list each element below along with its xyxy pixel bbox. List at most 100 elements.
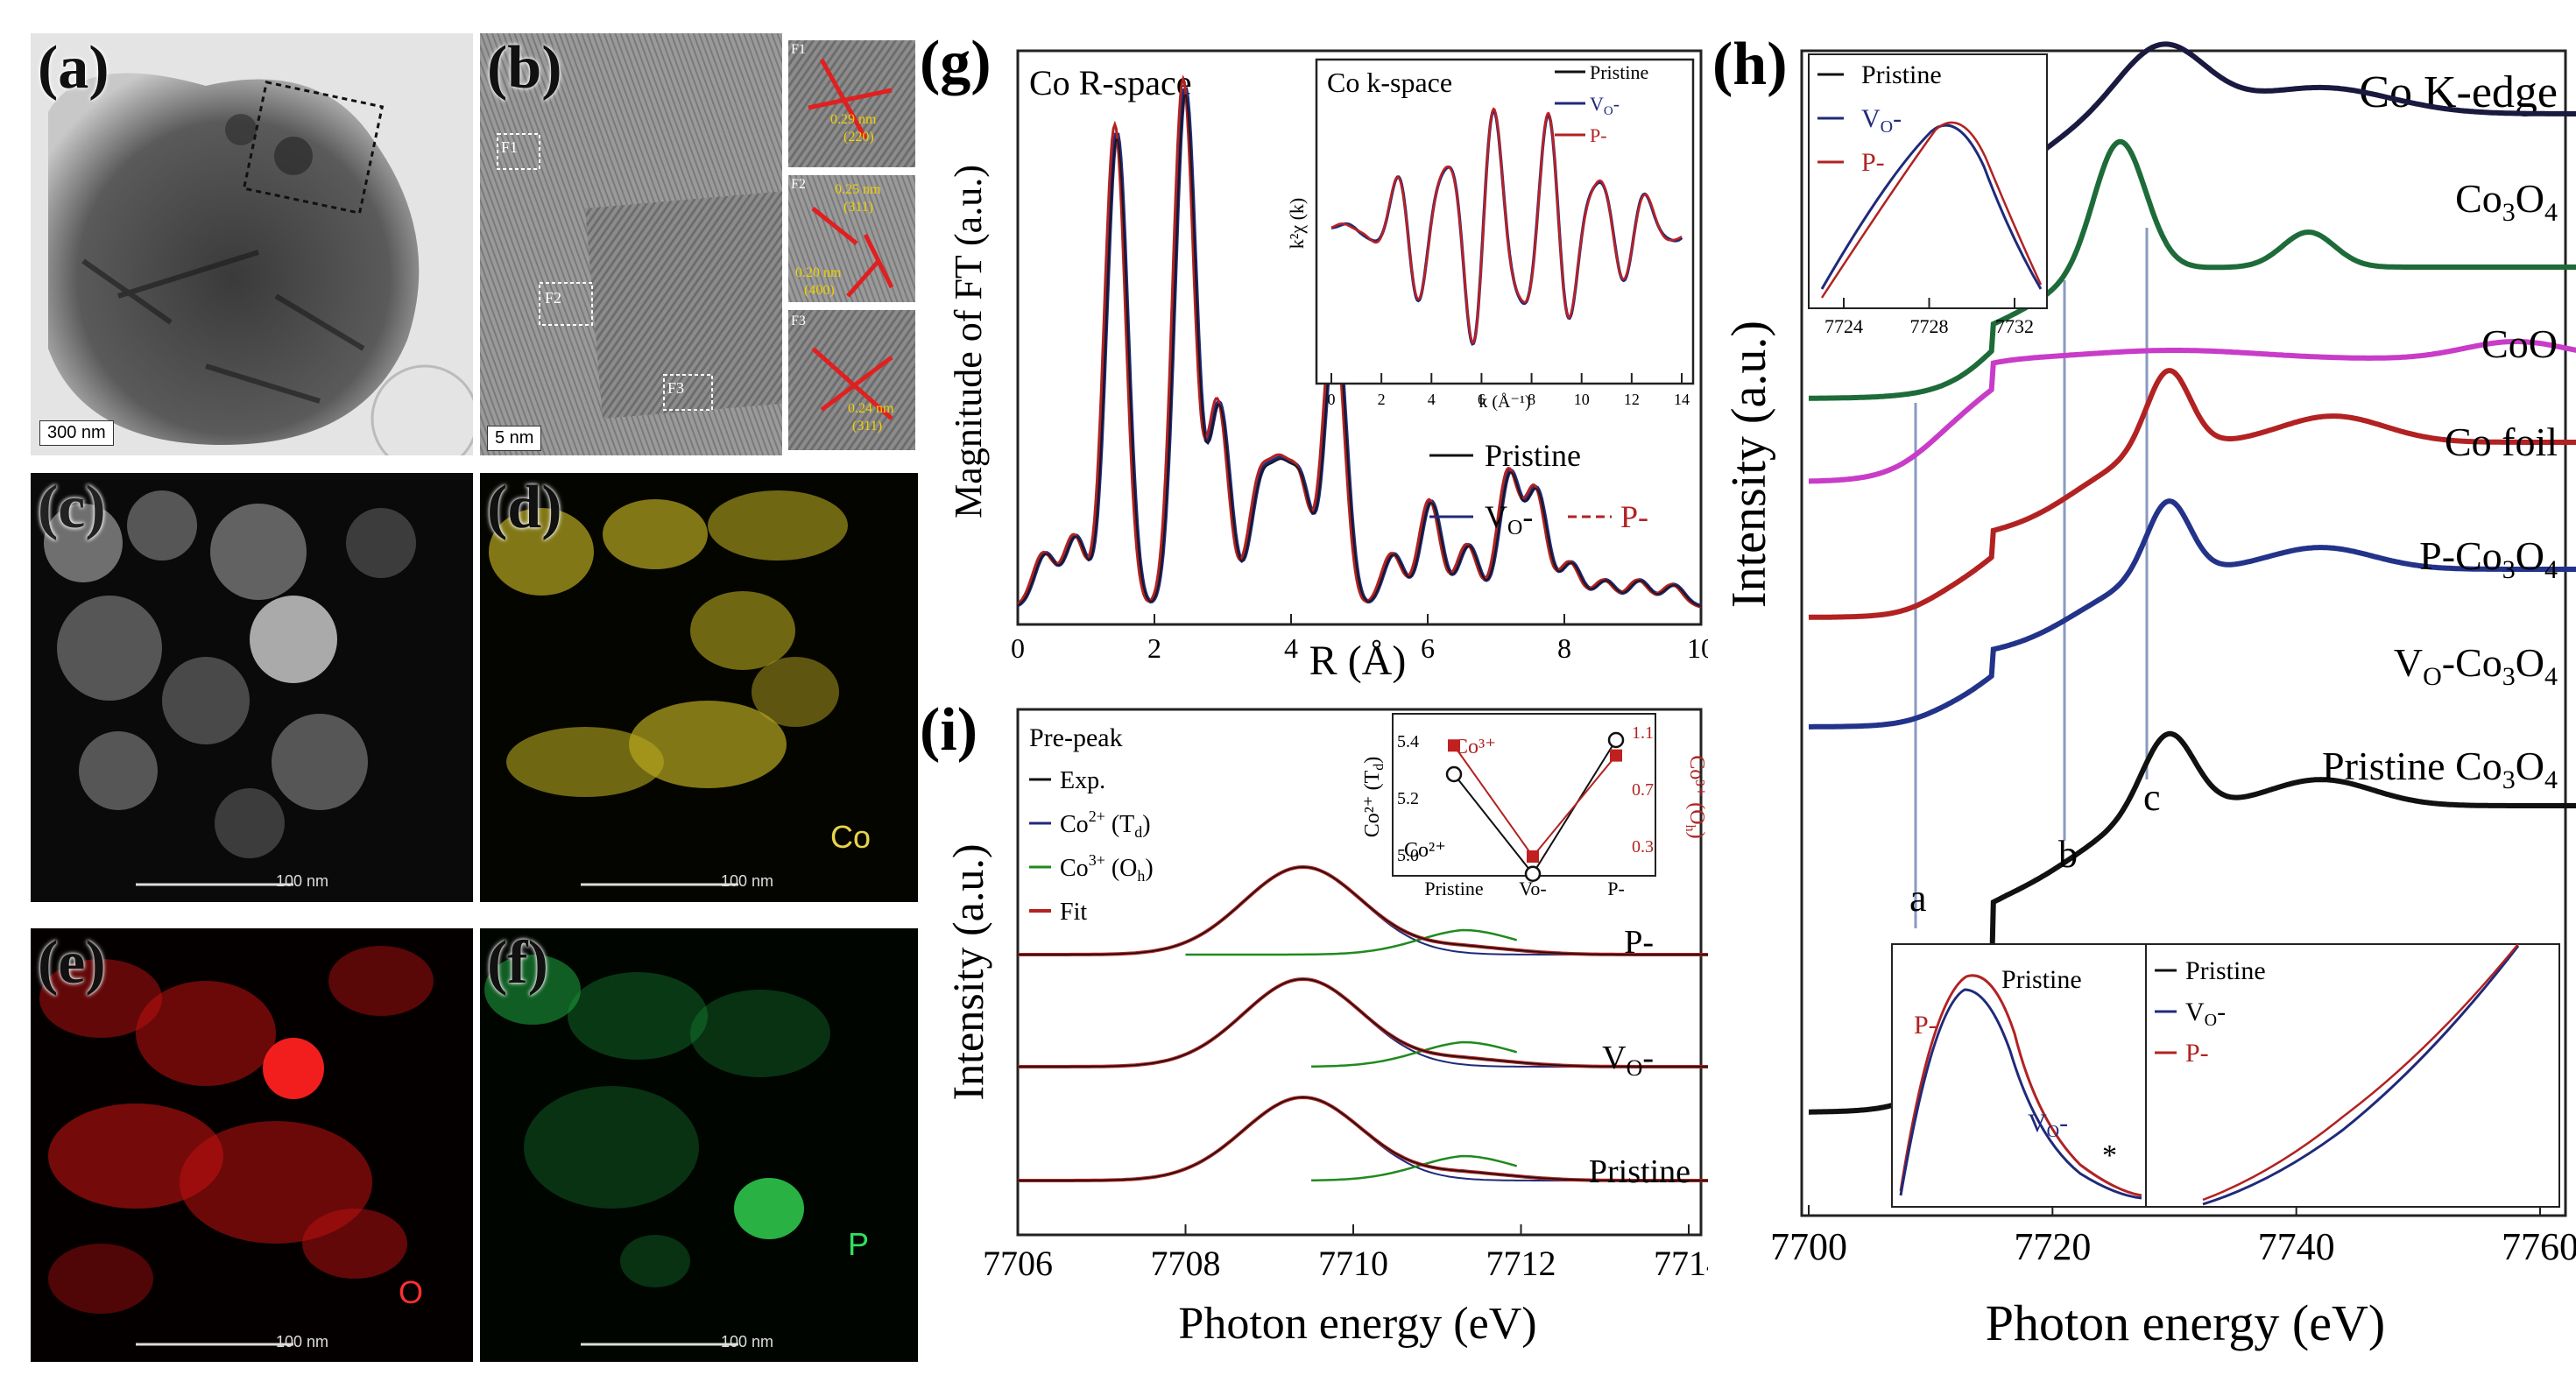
plot-frame [1016,49,1703,626]
legend: Exp. Co2+ (Td) Co3+ (Oh) Fit [1029,767,1154,926]
inset-bl-vo: VO- [2028,1109,2068,1141]
x-ticks: 0 2 4 6 8 10 [1011,614,1708,664]
legend-title: Pre-peak [1029,723,1123,752]
tem-image-a [31,33,473,455]
inset-top-x-tick-label: 7732 [1995,315,2034,337]
panel-g: (g) Co R-space 0 2 4 6 8 10 R (Å) Magnitude o… [920,29,1708,684]
inset-y-left-tick: 5.2 [1397,789,1419,808]
inset-legend-vo: VO- [1590,93,1620,118]
inset-br-vo: VO- [2185,998,2226,1030]
curve-label-vo-co3o4: VO-Co3O4 [2394,640,2558,691]
x-axis-label: Photon energy (eV) [1178,1299,1536,1349]
x-tick-label: 7740 [2258,1225,2335,1268]
inset-y-right-tick: 0.3 [1632,837,1654,857]
y-axis-label: Intensity (a.u.) [1722,321,1776,608]
o-map-image-e [31,928,473,1362]
inset-y-left-tick: 5.0 [1397,846,1419,865]
inset-f3-tag: F3 [791,314,806,328]
curve-label-pristine-co3o4: Pristine Co3O4 [2322,744,2558,794]
scale-bar-label: 100 nm [721,872,774,890]
legend-vo: VO- [1485,499,1533,539]
x-axis-label: Photon energy (eV) [1986,1294,2385,1351]
inset-x-tick-label: 0 [1328,391,1336,408]
y-axis-label: Magnitude of FT (a.u.) [947,165,990,518]
inset-bottom-right: Pristine VO- P- [2145,943,2560,1208]
xanes-curve [1808,368,2576,620]
inset-x-tick-label: 12 [1624,391,1640,408]
curve-label-vo: VO- [1602,1040,1654,1081]
inset-y-left-label: Co²⁺ (Td) [1361,757,1387,838]
inset-bl-p: P- [1914,1011,1937,1040]
inset-f1-d: 0.29 nm [830,112,877,127]
inset-bl-star: * [2102,1139,2117,1172]
marker-b: b [2058,833,2078,876]
curve-label-co3o4: Co3O4 [2455,176,2558,227]
inset-title: Co k-space [1327,67,1452,98]
scale-bar-label: 100 nm [721,1333,774,1350]
marker-a: a [1909,877,1927,920]
x-tick-label: 7714 [1654,1244,1708,1283]
scale-bar-label: 5 nm [495,428,534,448]
curve-label-co-foil: Co foil [2445,420,2558,464]
panel-h: (h) Co K-edge Intensity (a.u.) 7700 7720 7… [1712,31,2576,1351]
series-pristine-line [1017,94,1702,608]
curve-label-p: P- [1624,924,1654,961]
element-label-o: O [399,1274,424,1310]
plot-frame [1016,708,1703,1237]
inset-co3-point [1610,749,1622,762]
y-axis-label: Intensity (a.u.) [943,844,992,1101]
x-tick-label: 7720 [2014,1225,2091,1268]
inset-top-legend-vo: VO- [1861,104,1902,137]
panel-label: (b) [487,34,562,102]
inset-x-axis-label: k (Å⁻¹) [1479,392,1530,412]
panel-label: (i) [920,696,977,764]
inset-y-right-label: Co³⁺ (Oh) [1683,755,1708,838]
x-tick-label: 7710 [1318,1244,1388,1283]
x-tick-label: 7706 [983,1244,1053,1283]
panel-label: (d) [487,474,562,541]
inset-f1-hkl: (220) [843,130,874,145]
inset-series-p-line [1330,107,1683,344]
co3-component-curve [1311,1154,1518,1182]
panel-label: (g) [920,29,992,96]
exp-curve [1018,866,1708,955]
inset-co2-point [1524,865,1542,882]
panel-label: (h) [1712,31,1788,98]
co-map-image-d [480,473,918,902]
scale-bar: 300 nm [39,420,114,446]
co3-component-curve [1311,1040,1518,1068]
inset-x-tick-label: 10 [1574,391,1590,408]
legend-p: P- [1620,499,1648,534]
inset-f3-d: 0.24 nm [848,401,894,416]
inset-y-right-tick: 0.7 [1632,780,1654,800]
inset-co3-point [1527,850,1539,863]
inset-co2-label: Co²⁺ [1404,839,1446,862]
inset-x-ticks: 0 2 4 6 8 10 12 14 [1328,373,1690,408]
inset-co3-point [1448,739,1460,752]
panel-i: (i) 7706 7708 7710 7712 7714 Photon energy (… [920,696,1708,1349]
inset-x-tick-label: 6 [1478,391,1486,408]
x-ticks: 7700 7720 7740 7760 [1770,1205,2576,1268]
inset-legend-pristine: Pristine [1590,61,1648,83]
scale-bar-label: 300 nm [47,423,106,442]
region-label-f3: F3 [667,379,685,397]
x-tick-label: 10 [1687,632,1708,664]
legend-pristine: Pristine [1485,438,1581,473]
element-label-p: P [848,1226,870,1262]
haadf-image-c [31,473,473,902]
x-tick-label: 8 [1557,632,1571,664]
inset-x-tick-label: 2 [1378,391,1386,408]
exp-curve [1018,1096,1708,1181]
element-label-co: Co [830,819,872,855]
inset-f3-hkl: (311) [852,419,883,434]
inset-x-tick: Pristine [1424,878,1483,899]
inset-top-x-tick-label: 7724 [1824,315,1863,337]
x-axis-label: R (Å) [1309,638,1407,684]
legend-fit: Fit [1060,899,1087,926]
inset-br-p: P- [2185,1039,2209,1068]
x-tick-label: 7700 [1770,1225,1847,1268]
x-tick-label: 7708 [1151,1244,1221,1283]
x-tick-label: 7760 [2502,1225,2576,1268]
inset-x-tick-label: 8 [1528,391,1535,408]
inset-y-left-tick: 5.4 [1397,732,1419,751]
